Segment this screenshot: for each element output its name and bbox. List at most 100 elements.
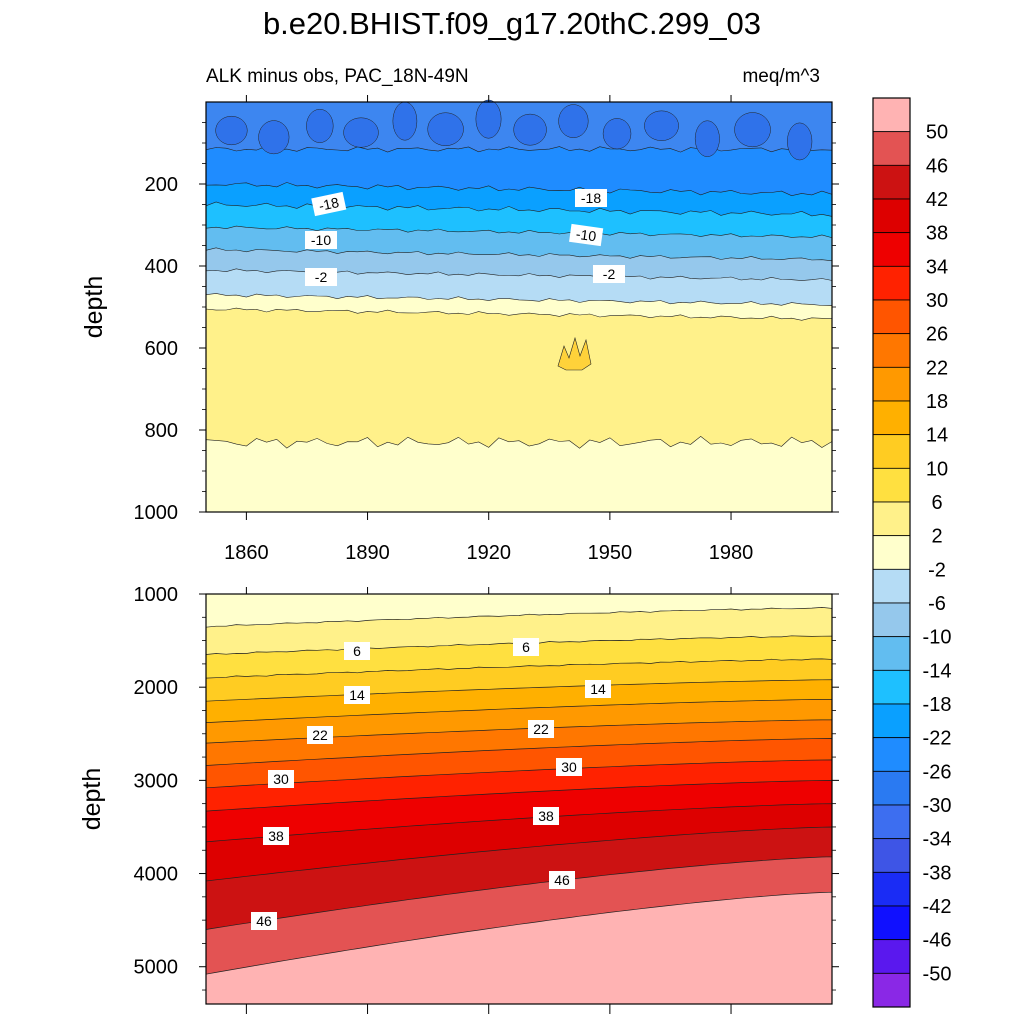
contour-label-box [268,770,294,788]
upper-band [205,436,833,513]
lower-ytick-label: 1000 [134,584,179,606]
contour-label: 14 [585,680,611,698]
colorbar-swatch [872,467,911,503]
contour-label-box [549,871,575,889]
contour-label-text: 6 [522,639,530,655]
contour-label-text: -10 [311,232,331,248]
colorbar-label: -10 [923,627,952,649]
contour-label: -18 [575,189,607,207]
upper-ytick-label: 800 [145,420,178,442]
colorbar-swatch [872,434,911,469]
colorbar-swatch [872,198,911,234]
lower-ytick-label: 3000 [134,770,179,792]
colorbar-label: -42 [923,896,952,918]
upper-ytick-label: 600 [145,338,178,360]
upper-patch [787,122,813,161]
colorbar-label: 22 [926,357,948,379]
contour-label-box [533,807,559,825]
lower-ytick-label: 5000 [134,957,179,979]
colorbar-label: -14 [923,660,952,682]
upper-panel: -18 -18 -10 -10 -2 -2 [205,99,833,513]
upper-patch [427,112,464,146]
colorbar-label: 34 [926,256,948,278]
upper-ytick-label: 400 [145,256,178,278]
colorbar-label: -26 [923,761,952,783]
upper-patch [558,104,589,139]
contour-label-text: -18 [581,190,601,206]
contour-label: 46 [251,912,277,930]
contour-label-box [528,720,554,738]
contour-label: -18 [311,191,347,217]
contour-label-text: -2 [603,266,616,282]
colorbar-label: -38 [923,862,952,884]
colorbar-swatch [872,804,911,840]
colorbar-swatch [872,299,911,335]
upper-patch [215,115,248,146]
variable-label: ALK minus obs, PAC_18N-49N [206,66,469,87]
colorbar-label: -46 [923,930,952,952]
contour-label: 30 [556,758,582,776]
x-tick-label: 1890 [345,542,390,564]
contour-label-text: 38 [268,828,284,844]
colorbar-label: 2 [931,526,942,548]
contour-label-text: 22 [533,721,549,737]
upper-patch [392,101,418,141]
contour-label-text: -2 [315,269,328,285]
upper-ytick-label: 200 [145,174,178,196]
contour-label: 6 [344,642,370,660]
colorbar: 50 46 42 38 34 30 26 22 18 14 10 6 2 -2 -6 -10 -14 -18 -22… [872,97,952,1008]
colorbar-swatch [872,703,911,739]
colorbar-swatch [872,535,911,570]
contour-label-box [305,268,337,286]
colorbar-swatch [872,366,911,402]
chart-title: b.e20.BHIST.f09_g17.20thC.299_03 [263,6,761,41]
upper-patch [475,99,502,139]
contour-label: 14 [344,686,370,704]
contour-label-text: 6 [353,643,361,659]
contour-label: 30 [268,770,294,788]
contour-label: -2 [593,265,625,283]
colorbar-swatch [872,164,911,200]
colorbar-label: 38 [926,223,948,245]
contour-label-text: 30 [561,759,577,775]
contour-label: 6 [513,638,539,656]
colorbar-label: 50 [926,122,948,144]
contour-label: -10 [305,231,337,249]
colorbar-swatch [872,568,911,604]
upper-patch [306,108,334,143]
colorbar-label: -22 [923,728,952,750]
contour-label-text: 30 [273,771,289,787]
contour-label-text: 38 [538,808,554,824]
upper-ylabel: depth [80,276,108,339]
units-label: meq/m^3 [742,66,820,87]
colorbar-swatch [872,905,911,941]
contour-label-box [344,642,370,660]
contour-label: 38 [533,807,559,825]
contour-label-text: 22 [312,727,328,743]
contour-label-box [263,827,289,845]
x-tick-label: 1920 [466,542,511,564]
colorbar-swatch [872,97,911,133]
colorbar-label: 42 [926,189,948,211]
colorbar-label: -50 [923,963,952,985]
colorbar-label: 18 [926,391,948,413]
colorbar-swatch [872,770,911,806]
contour-label: 22 [307,726,333,744]
colorbar-swatch [872,838,911,873]
colorbar-label: -34 [923,829,952,851]
contour-label: 46 [549,871,575,889]
lower-ytick-label: 2000 [134,677,179,699]
colorbar-swatch [872,939,911,974]
upper-patch [694,120,720,157]
contour-label-text: 46 [554,872,570,888]
colorbar-swatch [872,265,911,301]
contour-label-box [569,223,604,247]
colorbar-label: -18 [923,694,952,716]
upper-patch-6 [557,336,592,371]
upper-patch [258,120,290,155]
lower-ylabel: depth [78,768,106,831]
colorbar-swatch [872,972,911,1008]
colorbar-swatch [872,232,911,267]
contour-label-box [251,912,277,930]
